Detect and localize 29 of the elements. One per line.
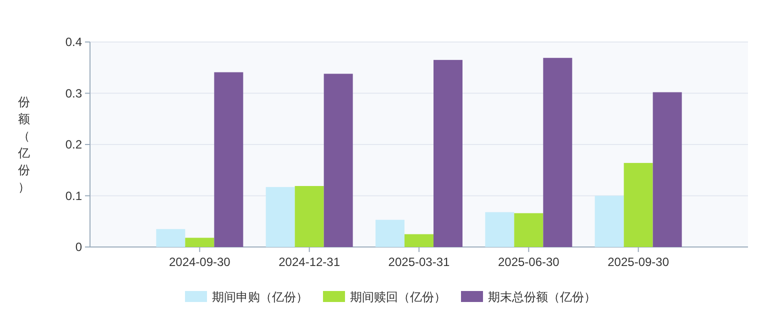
legend-label: 期末总份额（亿份） xyxy=(488,290,596,304)
y-tick-label: 0.1 xyxy=(65,188,82,203)
bar xyxy=(324,74,353,247)
bar xyxy=(404,234,434,247)
y-tick-label: 0.3 xyxy=(65,86,82,100)
bar xyxy=(156,229,186,247)
y-tick-label: 0.2 xyxy=(65,138,82,152)
bar xyxy=(514,213,544,247)
x-tick-label: 2024-12-31 xyxy=(278,255,340,269)
x-tick-label: 2025-06-30 xyxy=(498,255,560,269)
bar xyxy=(214,72,244,247)
bar xyxy=(185,238,214,247)
bar xyxy=(624,162,653,247)
legend-label: 期间赎回（亿份） xyxy=(350,290,446,304)
bar xyxy=(294,186,324,247)
bar xyxy=(376,220,404,247)
x-tick-label: 2024-09-30 xyxy=(168,255,231,269)
bar xyxy=(594,196,624,247)
bar xyxy=(652,92,682,247)
bar xyxy=(543,58,572,247)
y-tick-label: 0.4 xyxy=(65,35,82,49)
x-tick-label: 2025-03-31 xyxy=(388,255,450,269)
bar xyxy=(485,212,514,247)
legend-label: 期间申购（亿份） xyxy=(212,290,308,304)
y-tick-label: 0 xyxy=(75,240,82,254)
x-tick-label: 2025-09-30 xyxy=(608,255,670,269)
y-axis-title: 份额（亿份） xyxy=(17,95,30,194)
bar xyxy=(266,187,295,247)
bar xyxy=(434,60,462,247)
